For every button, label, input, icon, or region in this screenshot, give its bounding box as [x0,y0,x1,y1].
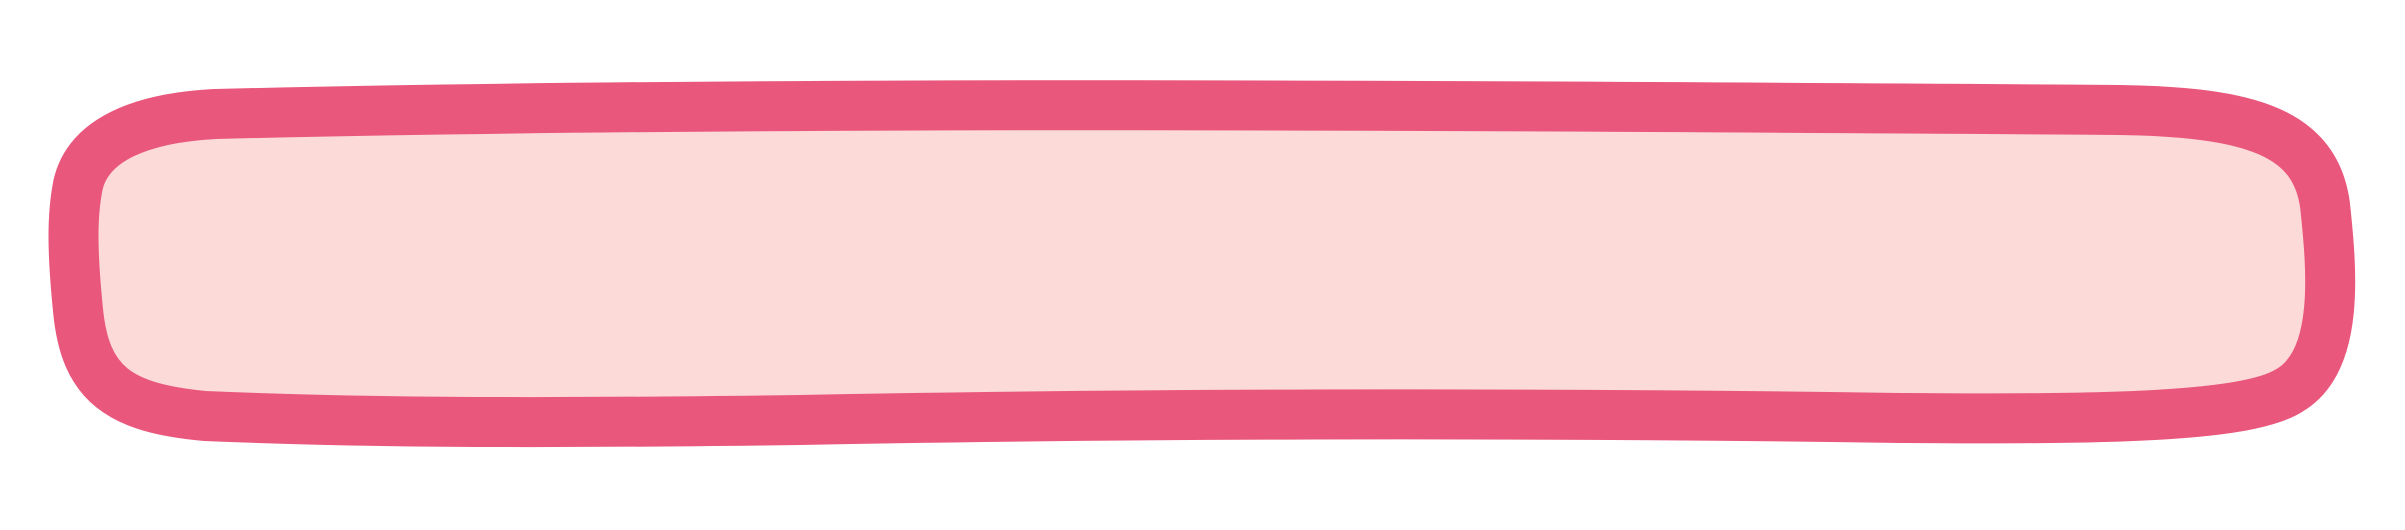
rounded-bar-shape [48,80,2356,448]
